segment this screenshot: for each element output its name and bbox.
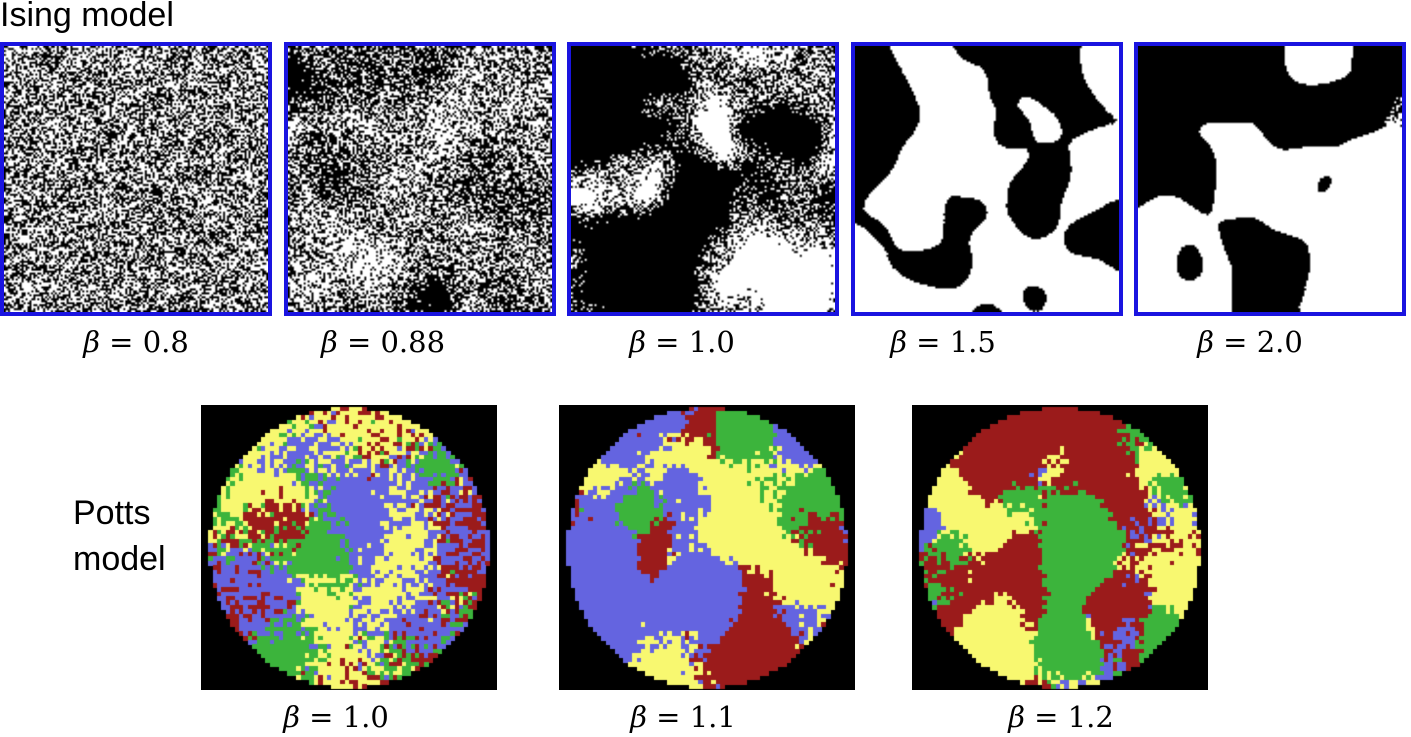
potts-lattice-canvas — [912, 405, 1208, 690]
ising-beta-label: β = 1.5 — [890, 325, 996, 359]
beta-value: = 1.1 — [646, 700, 736, 734]
ising-lattice-canvas — [4, 46, 268, 312]
ising-model-title: Ising model — [0, 0, 174, 34]
beta-symbol: β — [283, 700, 300, 734]
beta-symbol: β — [1197, 325, 1214, 359]
beta-symbol: β — [890, 325, 907, 359]
potts-beta-label: β = 1.0 — [283, 700, 389, 734]
beta-value: = 2.0 — [1213, 325, 1303, 359]
beta-symbol: β — [83, 325, 100, 359]
ising-lattice-canvas — [288, 46, 552, 312]
beta-symbol: β — [629, 325, 646, 359]
beta-symbol: β — [630, 700, 647, 734]
beta-value: = 1.0 — [299, 700, 389, 734]
potts-title-line1: Potts — [73, 494, 151, 532]
ising-beta-label: β = 0.88 — [321, 325, 445, 359]
potts-model-title: Potts model — [73, 490, 166, 582]
beta-value: = 1.5 — [906, 325, 996, 359]
ising-lattice-beta-2.0 — [1134, 42, 1406, 316]
potts-lattice-beta-1.2 — [912, 405, 1208, 690]
beta-value: = 0.88 — [337, 325, 446, 359]
potts-lattice-beta-1.1 — [559, 405, 855, 690]
beta-symbol: β — [1008, 700, 1025, 734]
ising-lattice-canvas — [1138, 46, 1402, 312]
potts-beta-label: β = 1.2 — [1008, 700, 1114, 734]
ising-lattice-beta-1.0 — [567, 42, 839, 316]
potts-beta-label: β = 1.1 — [630, 700, 736, 734]
potts-lattice-beta-1.0 — [201, 405, 497, 690]
potts-lattice-canvas — [559, 405, 855, 690]
beta-symbol: β — [320, 325, 338, 359]
ising-lattice-beta-0.88 — [284, 42, 556, 316]
potts-title-line2: model — [73, 540, 166, 578]
ising-lattice-beta-0.8 — [0, 42, 272, 316]
ising-beta-label: β = 1.0 — [629, 325, 735, 359]
ising-lattice-beta-1.5 — [851, 42, 1123, 316]
ising-beta-label: β = 2.0 — [1197, 325, 1303, 359]
beta-value: = 0.8 — [99, 325, 189, 359]
ising-beta-label: β = 0.8 — [83, 325, 189, 359]
beta-value: = 1.0 — [645, 325, 735, 359]
ising-lattice-canvas — [855, 46, 1119, 312]
potts-lattice-canvas — [201, 405, 497, 690]
ising-lattice-canvas — [571, 46, 835, 312]
beta-value: = 1.2 — [1024, 700, 1114, 734]
